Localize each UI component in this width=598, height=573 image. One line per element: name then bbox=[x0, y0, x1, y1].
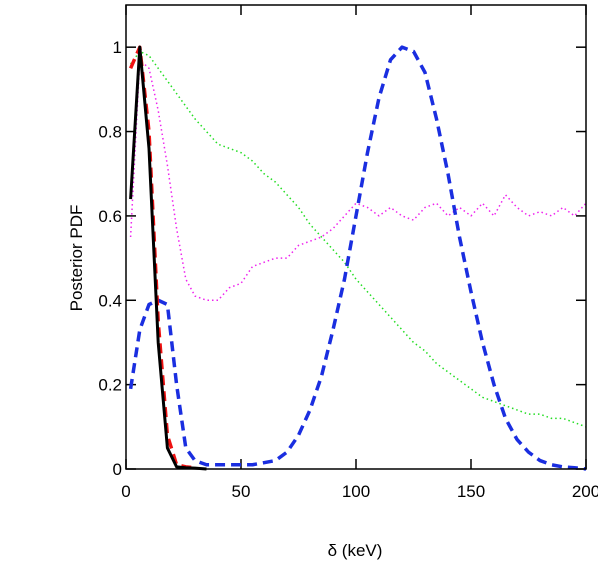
plot-frame bbox=[125, 4, 587, 470]
series-line bbox=[128, 45, 587, 471]
x-tick-label: 50 bbox=[232, 482, 251, 501]
y-tick-label: 0.6 bbox=[98, 207, 122, 226]
y-tick-label: 1 bbox=[113, 38, 122, 57]
series-line bbox=[129, 45, 207, 471]
x-tick-label: 200 bbox=[572, 482, 598, 501]
x-tick-label: 150 bbox=[457, 482, 485, 501]
y-tick-label: 0.8 bbox=[98, 123, 122, 142]
x-tick-label: 100 bbox=[342, 482, 370, 501]
y-axis-label: Posterior PDF bbox=[67, 205, 86, 312]
y-tick-label: 0.2 bbox=[98, 376, 122, 395]
series-line bbox=[129, 59, 587, 302]
series-line bbox=[129, 50, 587, 428]
x-axis-label: δ (keV) bbox=[328, 541, 383, 560]
x-tick-label: 0 bbox=[121, 482, 130, 501]
y-tick-label: 0.4 bbox=[98, 291, 122, 310]
y-tick-label: 0 bbox=[113, 460, 122, 479]
